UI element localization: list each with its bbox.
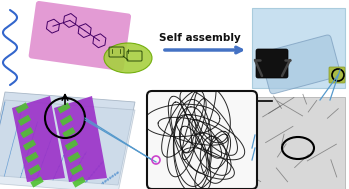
Polygon shape — [65, 139, 78, 151]
Polygon shape — [60, 115, 73, 126]
Polygon shape — [20, 127, 34, 138]
Polygon shape — [67, 152, 81, 163]
Polygon shape — [25, 152, 39, 163]
FancyBboxPatch shape — [147, 91, 257, 189]
Polygon shape — [30, 176, 44, 188]
FancyBboxPatch shape — [260, 35, 340, 94]
Polygon shape — [18, 115, 31, 126]
FancyBboxPatch shape — [329, 67, 345, 83]
Polygon shape — [28, 164, 41, 175]
Polygon shape — [62, 127, 76, 138]
Polygon shape — [23, 139, 36, 151]
FancyBboxPatch shape — [252, 8, 345, 88]
Polygon shape — [57, 102, 71, 114]
Polygon shape — [72, 176, 86, 188]
Text: Self assembly: Self assembly — [159, 33, 241, 43]
Polygon shape — [15, 102, 29, 114]
Polygon shape — [70, 164, 83, 175]
Polygon shape — [12, 96, 65, 182]
Polygon shape — [0, 100, 135, 189]
Polygon shape — [54, 96, 107, 182]
FancyBboxPatch shape — [256, 49, 288, 78]
Polygon shape — [0, 92, 135, 185]
FancyBboxPatch shape — [29, 1, 131, 71]
FancyBboxPatch shape — [252, 97, 345, 189]
Ellipse shape — [104, 43, 152, 73]
